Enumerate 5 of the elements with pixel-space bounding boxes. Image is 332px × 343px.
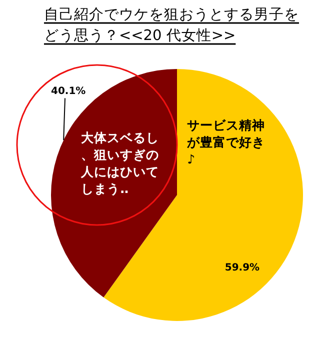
category-label: サービス精神が豊富で好き♪ [187, 117, 266, 166]
value-label: 59.9% [224, 262, 260, 274]
title: 自己紹介でウケを狙おうとする男子をどう思う？<<20 代女性>> [44, 7, 299, 44]
category-label: 大体スベるし、狙いすぎの人にはひいてしまう‥ [81, 130, 160, 196]
value-label: 40.1% [51, 86, 86, 98]
